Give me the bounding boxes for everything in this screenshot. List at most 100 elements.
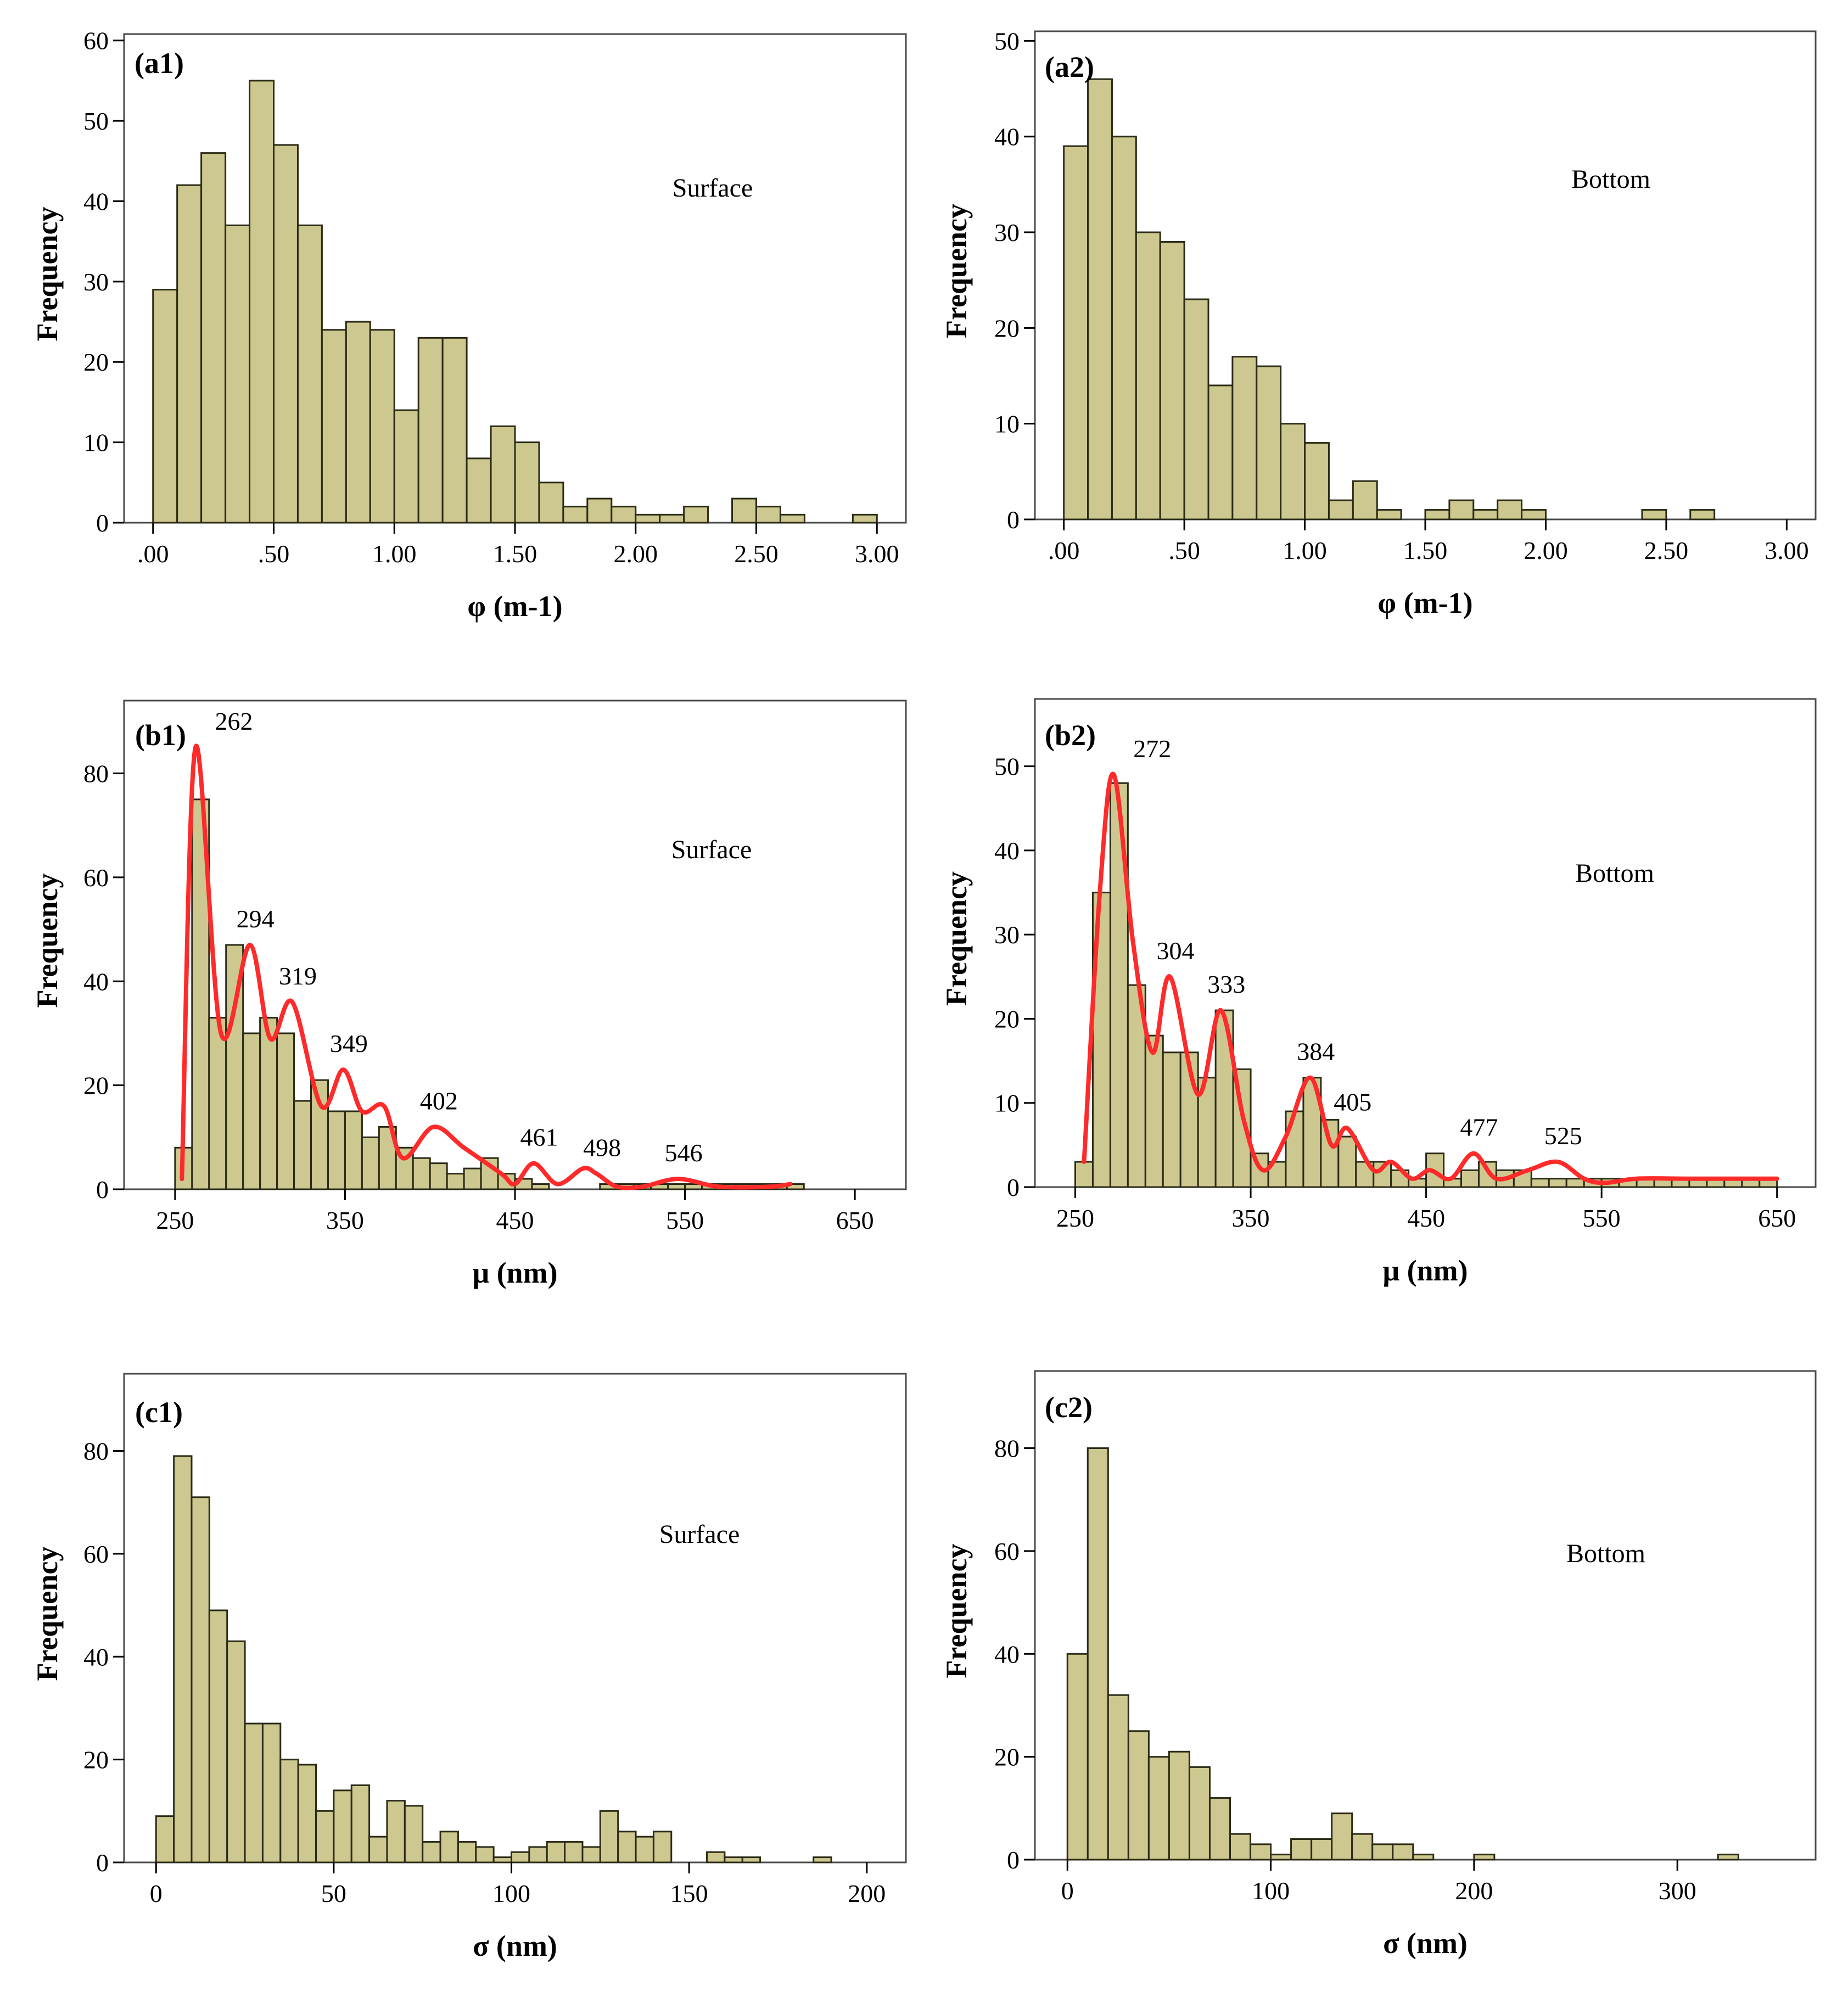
histogram-bar — [344, 1110, 363, 1190]
x-axis-label: μ (nm) — [472, 1256, 557, 1289]
y-tick-label: 0 — [1007, 1173, 1020, 1201]
y-tick-label: 40 — [83, 1643, 109, 1671]
y-tick-label: 50 — [83, 107, 109, 135]
peak-label: 384 — [1297, 1038, 1335, 1066]
x-tick-label: 1.50 — [493, 540, 537, 568]
x-tick-label: .00 — [1048, 536, 1080, 564]
y-tick-label: 0 — [96, 509, 109, 537]
sample-location-label: Bottom — [1571, 165, 1650, 194]
histogram-bar — [511, 1851, 530, 1864]
histogram-bar — [441, 337, 468, 524]
panel-c2: 0 20 40 60 80 0 100 200 300 σ (nm) Frequency (c2) Bo… — [940, 1370, 1817, 1960]
y-tick-label: 0 — [96, 1849, 109, 1877]
histogram-bar — [1087, 78, 1113, 521]
histogram-bar — [1168, 1750, 1190, 1861]
panel-label: (a1) — [135, 47, 184, 80]
panel-b1: 262 294 319 349 402 461 498 546 0 20 40 60 80 250 350 4… — [31, 700, 907, 1289]
histogram-bar — [538, 482, 564, 524]
y-tick-label: 40 — [83, 967, 109, 995]
y-tick-label: 20 — [83, 1072, 109, 1100]
panel-label: (c1) — [135, 1396, 183, 1429]
x-tick-label: 3.00 — [1765, 536, 1809, 564]
histogram-bar — [463, 1167, 482, 1190]
fit-curve — [1082, 771, 1779, 1185]
histogram-bar — [1331, 1812, 1353, 1861]
x-tick-label: 450 — [1407, 1204, 1445, 1232]
histogram-bar — [446, 1173, 465, 1190]
peak-label: 477 — [1460, 1113, 1498, 1142]
histogram-bar — [361, 1136, 380, 1190]
y-axis-label: Frequency — [31, 1547, 64, 1681]
histogram-bar — [200, 152, 227, 524]
histogram-bar — [315, 1810, 335, 1864]
y-axis-label: Frequency — [31, 207, 64, 342]
y-tick-label: 0 — [96, 1176, 109, 1204]
histogram-bar — [1107, 1694, 1129, 1861]
x-tick-label: 350 — [326, 1206, 364, 1234]
histogram-bar — [1087, 1447, 1109, 1861]
peak-label: 319 — [279, 962, 317, 990]
histogram-bar — [296, 224, 323, 524]
histogram-bar — [779, 513, 805, 524]
y-tick-label: 0 — [1007, 1846, 1020, 1874]
histogram-bar — [386, 1800, 406, 1864]
histogram-bar — [546, 1841, 566, 1864]
y-tick-label: 20 — [994, 314, 1020, 342]
histogram-bar — [457, 1841, 477, 1864]
histogram-bar — [528, 1846, 548, 1864]
histogram-bar — [297, 1764, 317, 1864]
histogram-bar — [706, 1851, 726, 1864]
histogram-bar — [1351, 1833, 1374, 1861]
histogram-bar — [293, 1100, 312, 1190]
x-tick-label: 250 — [156, 1206, 194, 1234]
histogram-bar — [1270, 1854, 1292, 1861]
histogram-bar — [1521, 509, 1547, 521]
histogram-bar — [1352, 480, 1378, 521]
peak-label: 262 — [215, 707, 253, 735]
histogram-bar — [1162, 1051, 1181, 1188]
histogram-bar — [393, 409, 419, 524]
histogram-bar — [683, 506, 709, 524]
x-tick-label: 3.00 — [855, 540, 899, 568]
histogram-bar — [1565, 1178, 1585, 1188]
histogram-bar — [1127, 1730, 1150, 1861]
histogram-bar — [1311, 1838, 1333, 1861]
histogram-bar — [152, 288, 178, 524]
histogram-bar — [1183, 298, 1209, 521]
histogram-bar — [617, 1831, 637, 1864]
histogram-bar — [1448, 499, 1475, 521]
panel-a1: 0 10 20 30 40 50 60 .00 .50 1.00 1.50 2.00 2.50 3.00 φ… — [31, 27, 907, 623]
x-tick-label: 0 — [150, 1879, 163, 1907]
x-tick-label: 300 — [1659, 1877, 1696, 1905]
peak-label: 525 — [1544, 1122, 1582, 1150]
histogram-bar — [731, 497, 758, 524]
peak-label: 333 — [1207, 970, 1245, 998]
peak-label: 546 — [665, 1139, 703, 1167]
y-tick-label: 10 — [994, 410, 1020, 438]
y-tick-label: 20 — [83, 348, 109, 376]
y-tick-label: 80 — [994, 1435, 1020, 1463]
histogram-bar — [1473, 1854, 1496, 1861]
histogram-bar — [659, 513, 685, 524]
x-tick-label: 0 — [1061, 1877, 1074, 1905]
histogram-bar — [611, 506, 637, 524]
peak-label: 294 — [237, 905, 275, 933]
histogram-bar — [1063, 145, 1089, 521]
histogram-bar — [1376, 509, 1402, 521]
histogram-bar — [261, 1722, 282, 1864]
histogram-bar — [1337, 1135, 1357, 1188]
histogram-bar — [562, 506, 589, 524]
histogram-bar — [368, 1836, 388, 1864]
x-tick-label: 550 — [666, 1206, 704, 1234]
histogram-bar — [1717, 1854, 1739, 1861]
x-tick-label: 1.50 — [1403, 536, 1448, 564]
histogram-bar — [276, 1032, 295, 1190]
x-tick-label: 50 — [321, 1879, 346, 1907]
x-tick-label: .50 — [1168, 536, 1200, 564]
x-tick-label: .00 — [137, 540, 169, 568]
y-tick-label: 30 — [994, 921, 1020, 949]
histogram-bar — [586, 497, 613, 524]
y-tick-label: 10 — [994, 1089, 1020, 1117]
histogram-bar — [242, 1032, 261, 1190]
